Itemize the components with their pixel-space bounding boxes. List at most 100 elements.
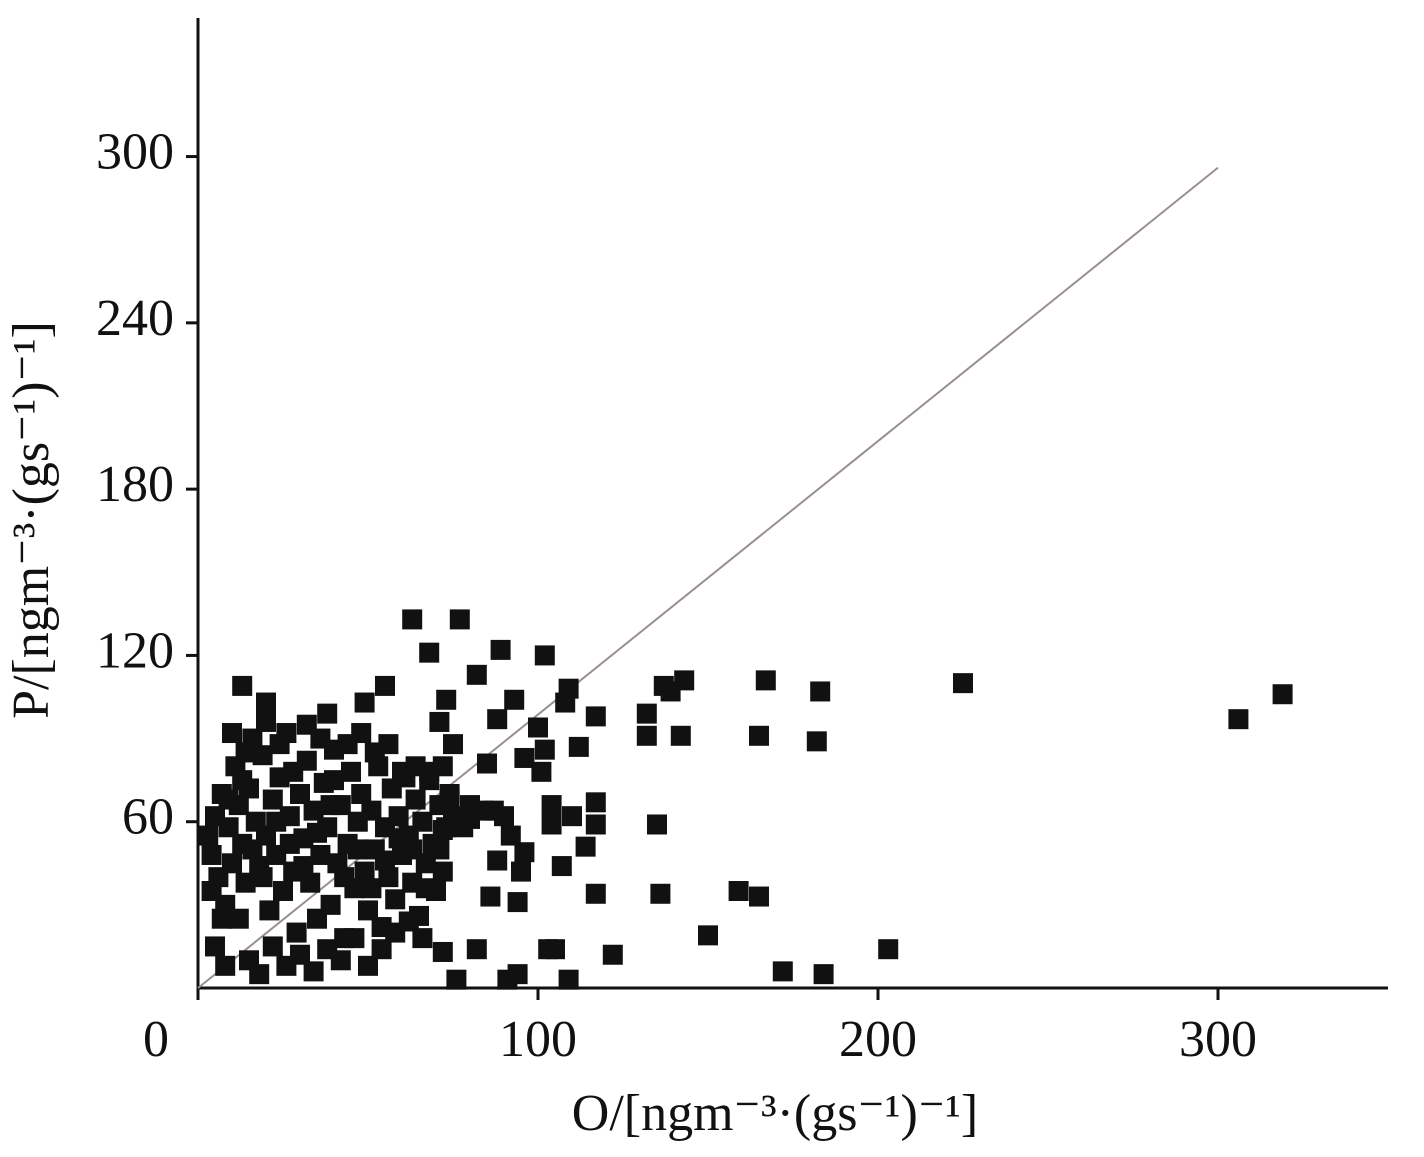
data-point [303, 961, 324, 982]
data-point [402, 839, 423, 860]
data-point [585, 814, 606, 835]
reference-line [197, 166, 1219, 989]
data-point [490, 639, 511, 660]
data-point [211, 908, 232, 929]
y-tick-label: 240 [96, 290, 174, 347]
data-point [429, 711, 450, 732]
x-axis-title: O/[ngm⁻³·(gs⁻¹)⁻¹] [572, 1085, 978, 1142]
data-point [453, 817, 474, 838]
data-point [415, 878, 436, 899]
data-point [813, 964, 834, 985]
data-point [749, 886, 769, 907]
data-point [698, 925, 718, 946]
data-point [487, 850, 508, 871]
data-point [354, 861, 375, 882]
data-point [256, 711, 276, 732]
data-point [953, 673, 973, 694]
data-point [528, 717, 548, 738]
y-tick-label: 60 [122, 789, 174, 846]
data-point [262, 936, 283, 957]
y-tick-label: 120 [96, 622, 174, 679]
data-point [558, 969, 579, 990]
x-tick-label: 300 [1179, 1011, 1257, 1068]
data-point [222, 723, 242, 744]
data-point [334, 867, 355, 888]
data-point [358, 900, 378, 921]
data-point [636, 725, 657, 746]
data-point [749, 725, 769, 746]
data-point [575, 836, 596, 857]
data-point [330, 950, 351, 971]
data-point [235, 742, 256, 763]
data-point [201, 881, 222, 901]
data-point [324, 770, 344, 791]
data-point [405, 789, 426, 810]
data-point [310, 844, 331, 865]
data-point [443, 734, 463, 755]
data-point [252, 867, 273, 888]
data-point [562, 806, 582, 827]
data-point [531, 761, 552, 782]
x-tick-label: 100 [499, 1011, 577, 1068]
data-point [249, 964, 270, 985]
data-point [385, 889, 406, 910]
data-point [487, 709, 508, 730]
x-tick-label: 0 [143, 1011, 169, 1068]
y-tick-label: 180 [96, 456, 174, 513]
data-point [354, 692, 375, 713]
data-point [347, 839, 368, 860]
data-point [205, 936, 225, 957]
data-point [242, 839, 263, 860]
data-point [432, 756, 453, 777]
data-point [650, 883, 671, 904]
data-point [303, 800, 324, 821]
data-point [436, 689, 457, 710]
data-point [670, 725, 691, 746]
y-axis-title: P/[ngm⁻³·(gs⁻¹)⁻¹] [3, 321, 60, 719]
data-point [806, 731, 827, 752]
data-point [279, 833, 300, 854]
data-point [585, 792, 606, 813]
data-point [494, 806, 514, 827]
data-point [500, 825, 521, 846]
data-point [256, 692, 276, 713]
data-point [388, 806, 409, 827]
data-point [477, 753, 497, 774]
data-point [198, 825, 219, 846]
data-point [232, 770, 253, 791]
data-point [541, 814, 562, 835]
data-point [497, 969, 518, 990]
data-point [439, 784, 460, 804]
data-point [432, 861, 453, 882]
data-point [511, 861, 531, 882]
data-point [222, 853, 242, 874]
data-point [259, 900, 280, 921]
data-point [568, 736, 589, 757]
data-point [371, 939, 392, 960]
data-point [361, 878, 382, 899]
data-point [228, 908, 249, 929]
data-point [660, 681, 681, 702]
data-point [361, 800, 382, 821]
data-point [317, 703, 338, 724]
data-point [514, 842, 535, 863]
data-point [429, 839, 450, 860]
data-point [636, 703, 657, 724]
data-point [398, 911, 419, 932]
data-point [534, 739, 555, 760]
data-point [728, 881, 749, 901]
data-point [235, 872, 256, 893]
data-point [358, 955, 378, 976]
data-point [201, 844, 222, 865]
data-point [218, 789, 239, 810]
data-point [351, 784, 372, 804]
data-point [585, 883, 606, 904]
data-point [647, 814, 667, 835]
x-tick-label: 200 [839, 1011, 917, 1068]
data-point [446, 969, 467, 990]
data-point [432, 941, 453, 962]
data-point [262, 789, 283, 810]
data-point [320, 894, 341, 915]
data-point [466, 939, 487, 960]
